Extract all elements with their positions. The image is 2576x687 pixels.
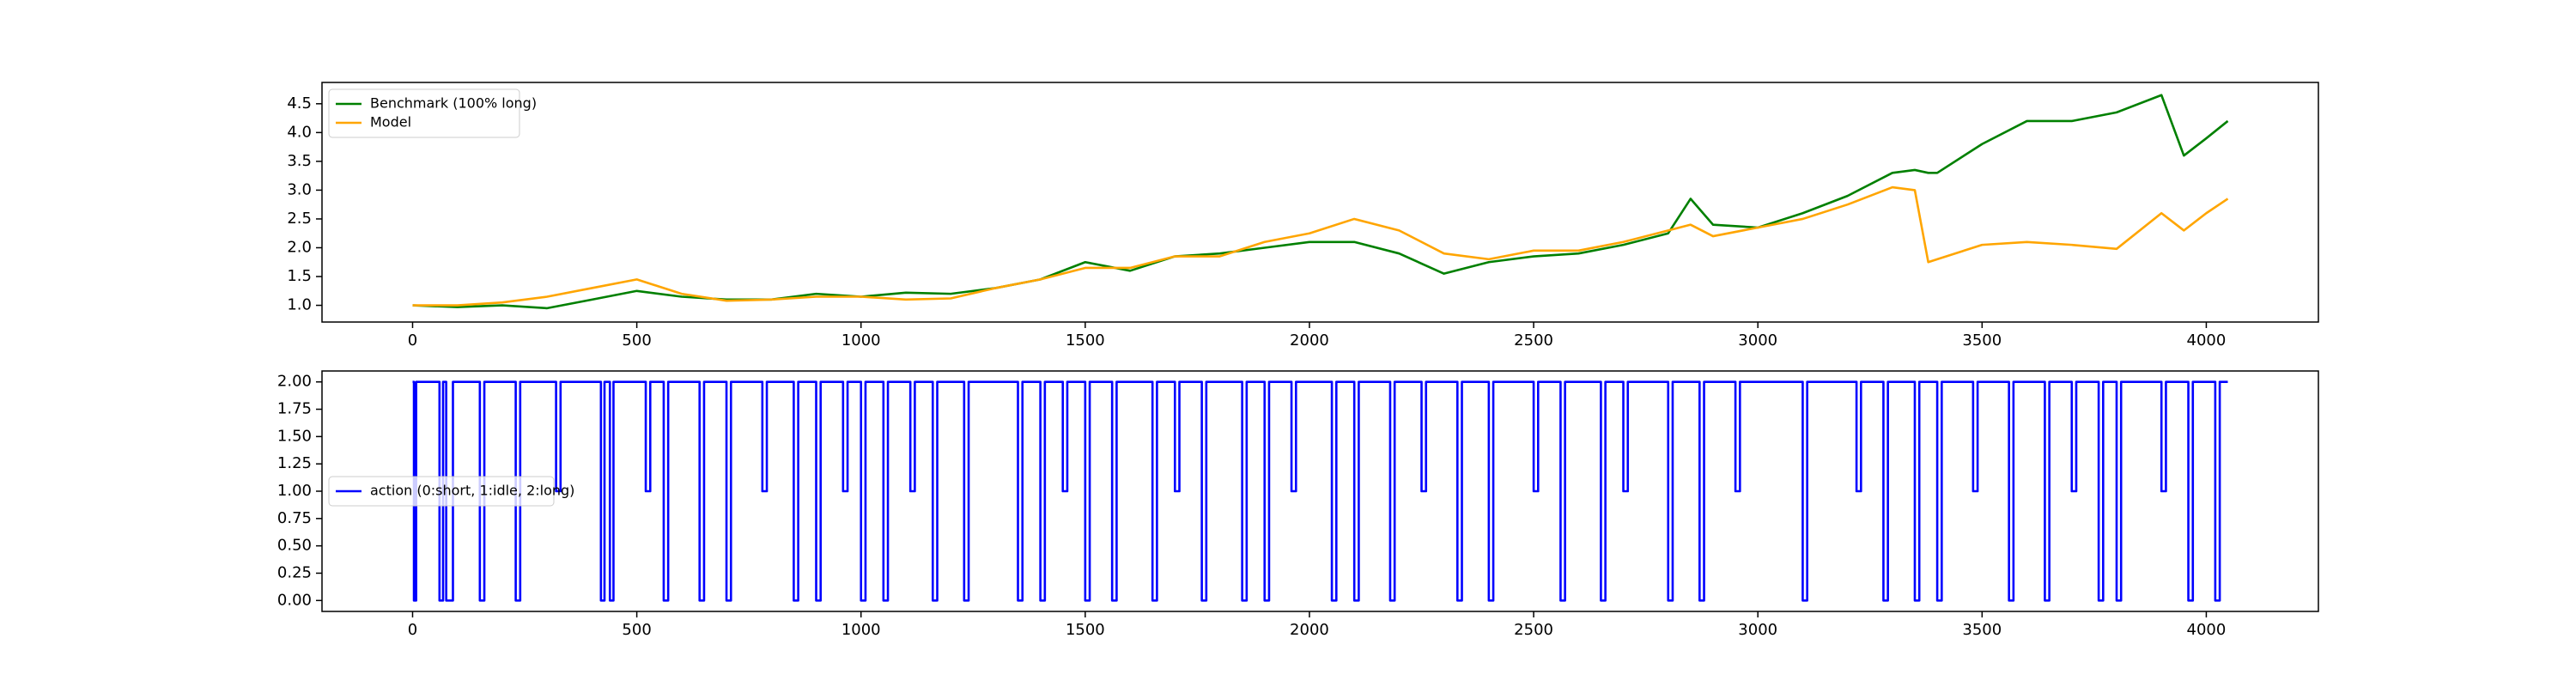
legend-box [328, 476, 555, 507]
x-tick-label: 500 [622, 621, 651, 639]
x-tick-label: 1500 [1066, 621, 1105, 639]
y-tick-label: 1.50 [277, 427, 312, 445]
y-tick-label: 3.5 [287, 152, 312, 170]
x-tick-label: 0 [408, 331, 417, 350]
x-tick-label: 3000 [1738, 621, 1777, 639]
x-tick-label: 500 [622, 331, 651, 350]
x-tick-label: 1000 [841, 621, 881, 639]
legend-box [328, 88, 520, 138]
y-tick-label: 0.25 [277, 563, 312, 581]
x-tick-label: 2500 [1514, 331, 1553, 350]
y-tick-label: 3.0 [287, 180, 312, 198]
y-tick-label: 1.0 [287, 296, 312, 314]
x-tick-label: 4000 [2187, 331, 2227, 350]
series-line [412, 94, 2229, 310]
y-tick-label: 2.00 [277, 373, 312, 391]
y-tick-label: 2.0 [287, 238, 312, 256]
y-tick-label: 0.00 [277, 591, 312, 609]
x-tick-label: 1000 [841, 331, 881, 350]
y-tick-label: 1.25 [277, 454, 312, 472]
axes-frame [321, 82, 2319, 323]
legend-label: Benchmark (100% long) [370, 95, 537, 112]
y-tick-label: 1.00 [277, 482, 312, 500]
x-tick-label: 2500 [1514, 621, 1553, 639]
x-tick-label: 3500 [1962, 331, 2002, 350]
y-tick-label: 2.5 [287, 210, 312, 228]
legend-label: action (0:short, 1:idle, 2:long) [370, 483, 574, 499]
series-line [412, 380, 2228, 602]
x-tick-label: 2000 [1290, 621, 1329, 639]
y-tick-label: 4.0 [287, 123, 312, 141]
x-tick-label: 2000 [1290, 331, 1329, 350]
y-tick-label: 0.50 [277, 537, 312, 555]
legend-label: Model [370, 114, 411, 131]
axes-frame [321, 370, 2319, 612]
series-line [412, 185, 2229, 307]
y-tick-label: 0.75 [277, 509, 312, 527]
y-tick-label: 1.75 [277, 400, 312, 418]
x-tick-label: 3000 [1738, 331, 1777, 350]
y-tick-label: 4.5 [287, 94, 312, 112]
x-tick-label: 3500 [1962, 621, 2002, 639]
x-tick-label: 4000 [2187, 621, 2227, 639]
y-tick-label: 1.5 [287, 267, 312, 285]
x-tick-label: 0 [408, 621, 417, 639]
x-tick-label: 1500 [1066, 331, 1105, 350]
